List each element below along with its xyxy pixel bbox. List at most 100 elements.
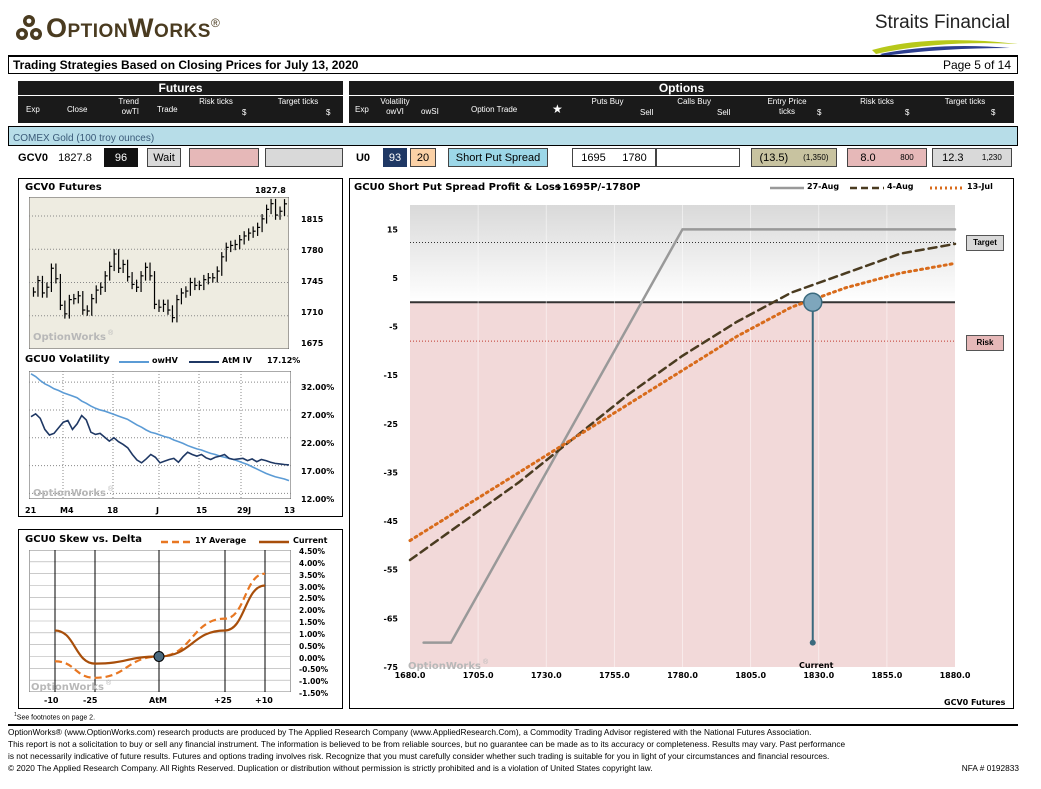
puts-cell: 1695 1780 bbox=[572, 148, 656, 167]
footnote-mark: 1 bbox=[14, 712, 17, 718]
vol-x-tick: 13 bbox=[284, 506, 296, 515]
calls-cell bbox=[656, 148, 740, 167]
instrument-band: COMEX Gold (100 troy ounces) bbox=[8, 126, 1018, 146]
futures-target bbox=[265, 148, 343, 167]
skew-y-tick: -1.00% bbox=[299, 677, 329, 687]
pl-legend-27aug: 27-Aug bbox=[807, 182, 840, 191]
futures-risk bbox=[189, 148, 259, 167]
col-target-ticks: Target ticks bbox=[277, 97, 319, 106]
pl-x-tick: 1805.0 bbox=[735, 671, 766, 680]
skew-x-tick: -10 bbox=[44, 696, 59, 705]
skew-y-tick: 3.00% bbox=[299, 582, 326, 592]
option-owsi: 20 bbox=[410, 148, 436, 167]
target-cell: 12.3 1,230 bbox=[932, 148, 1012, 167]
vol-watermark-mark: ® bbox=[108, 486, 114, 493]
title-bar: Trading Strategies Based on Closing Pric… bbox=[8, 55, 1018, 74]
risk-usd: 800 bbox=[900, 153, 914, 162]
pl-x-tick: 1855.0 bbox=[871, 671, 902, 680]
futures-header: Futures Exp Close Trend owTI Trade Risk … bbox=[18, 81, 343, 123]
pl-panel: GCU0 Short Put Spread Profit & Loss +169… bbox=[349, 178, 1014, 709]
gear-logo-icon bbox=[16, 15, 42, 40]
page-number: Page 5 of 14 bbox=[942, 58, 1011, 72]
current-label: Current bbox=[799, 661, 834, 670]
col-entry-ticks: Entry Price ticks bbox=[767, 97, 807, 116]
legend-27aug-swatch bbox=[770, 186, 804, 190]
futures-y-tick: 1780 bbox=[301, 246, 324, 255]
futures-watermark: OptionWorks bbox=[33, 332, 106, 343]
option-owvi: 93 bbox=[383, 148, 407, 167]
vol-y-tick: 27.00% bbox=[301, 411, 335, 420]
options-header: Options Exp Volatility owVI owSI Option … bbox=[349, 81, 1014, 123]
pl-x-tick: 1830.0 bbox=[803, 671, 834, 680]
star-icon: ★ bbox=[552, 102, 563, 116]
col-trade: Trade bbox=[157, 105, 178, 114]
pl-chart-strikes: +1695P/-1780P bbox=[554, 182, 641, 193]
vol-x-tick: 29J bbox=[237, 506, 252, 515]
vol-x-tick: 21 bbox=[25, 506, 37, 515]
skew-y-tick: 4.50% bbox=[299, 547, 326, 556]
skew-avg-legend-swatch bbox=[161, 540, 191, 544]
pl-series-4-aug bbox=[408, 242, 957, 562]
pl-x-axis-label: GCV0 Futures bbox=[944, 698, 1006, 707]
pl-x-tick: 1730.0 bbox=[531, 671, 562, 680]
vol-x-tick: 15 bbox=[196, 506, 208, 515]
risk-ticks: 8.0 bbox=[860, 151, 876, 164]
vol-y-tick: 17.00% bbox=[301, 467, 335, 476]
risk-label: Risk bbox=[966, 335, 1004, 351]
disclaimer-line: OptionWorks® (www.OptionWorks.com) resea… bbox=[8, 727, 812, 737]
futures-trend: 96 bbox=[104, 148, 138, 167]
col-exp: Exp bbox=[26, 105, 40, 114]
vol-x-tick: 18 bbox=[107, 506, 119, 515]
vol-x-tick: M4 bbox=[60, 506, 74, 515]
disclaimer-line: This report is not a solicitation to buy… bbox=[8, 739, 846, 749]
futures-section-label: Futures bbox=[158, 81, 203, 95]
futures-trade[interactable]: Wait bbox=[147, 148, 181, 167]
skew-x-tick: -25 bbox=[83, 696, 98, 705]
pl-chart-title: GCU0 Short Put Spread Profit & Loss bbox=[354, 182, 561, 193]
pl-y-tick: -25 bbox=[384, 420, 399, 429]
current-marker-dot bbox=[809, 639, 816, 646]
skew-series-1y-average bbox=[54, 572, 266, 679]
col-owsi: owSI bbox=[421, 107, 439, 116]
report-title: Trading Strategies Based on Closing Pric… bbox=[13, 58, 359, 72]
skew-watermark: OptionWorks bbox=[31, 682, 104, 693]
futures-y-tick: 1815 bbox=[301, 215, 324, 224]
legend-13jul-swatch bbox=[930, 186, 964, 190]
skew-x-tick: +25 bbox=[214, 696, 232, 705]
pl-legend-13jul: 13-Jul bbox=[967, 182, 993, 191]
pl-y-tick: -15 bbox=[384, 371, 399, 380]
risk-cell: 8.0 800 bbox=[847, 148, 927, 167]
vol-legend-atmiv: AtM IV bbox=[222, 356, 252, 365]
col-calls-buy: Calls Buy bbox=[677, 97, 711, 106]
vol-chart-title: GCU0 Volatility bbox=[25, 354, 110, 365]
legend-4aug-swatch bbox=[850, 186, 884, 190]
skew-chart-title: GCU0 Skew vs. Delta bbox=[25, 534, 142, 545]
entry-ticks: (13.5) bbox=[759, 151, 789, 164]
option-trade-button[interactable]: Short Put Spread bbox=[448, 148, 548, 167]
options-section-label: Options bbox=[658, 81, 705, 95]
vol-y-tick: 32.00% bbox=[301, 383, 335, 392]
pl-y-tick: -75 bbox=[384, 663, 399, 672]
skew-panel: GCU0 Skew vs. Delta 1Y Average Current 4… bbox=[18, 529, 343, 709]
skew-chart bbox=[29, 550, 291, 692]
volatility-chart bbox=[29, 371, 291, 499]
pl-y-tick: -35 bbox=[384, 468, 399, 477]
vol-y-tick: 12.00% bbox=[301, 495, 335, 504]
futures-exp: GCV0 bbox=[18, 151, 48, 164]
skew-legend-current: Current bbox=[293, 536, 328, 545]
col-target-opt-usd: $ bbox=[991, 108, 996, 117]
futures-watermark-mark: ® bbox=[108, 330, 114, 337]
logo: OptionWorks ® bbox=[14, 8, 220, 48]
vol-series-atm-iv bbox=[30, 412, 290, 466]
col-calls-sell: Sell bbox=[717, 108, 731, 117]
pl-x-tick: 1680.0 bbox=[395, 671, 426, 680]
vol-series-owhv bbox=[30, 373, 290, 482]
pl-watermark-mark: ® bbox=[483, 659, 489, 666]
skew-y-tick: 2.00% bbox=[299, 606, 326, 616]
futures-chart bbox=[29, 197, 289, 349]
target-label: Target bbox=[966, 235, 1004, 251]
data-row: GCV0 1827.8 96 Wait U0 93 20 Short Put S… bbox=[18, 146, 1014, 169]
skew-legend-avg: 1Y Average bbox=[195, 536, 247, 545]
disclaimer-line: © 2020 The Applied Research Company. All… bbox=[8, 763, 653, 773]
